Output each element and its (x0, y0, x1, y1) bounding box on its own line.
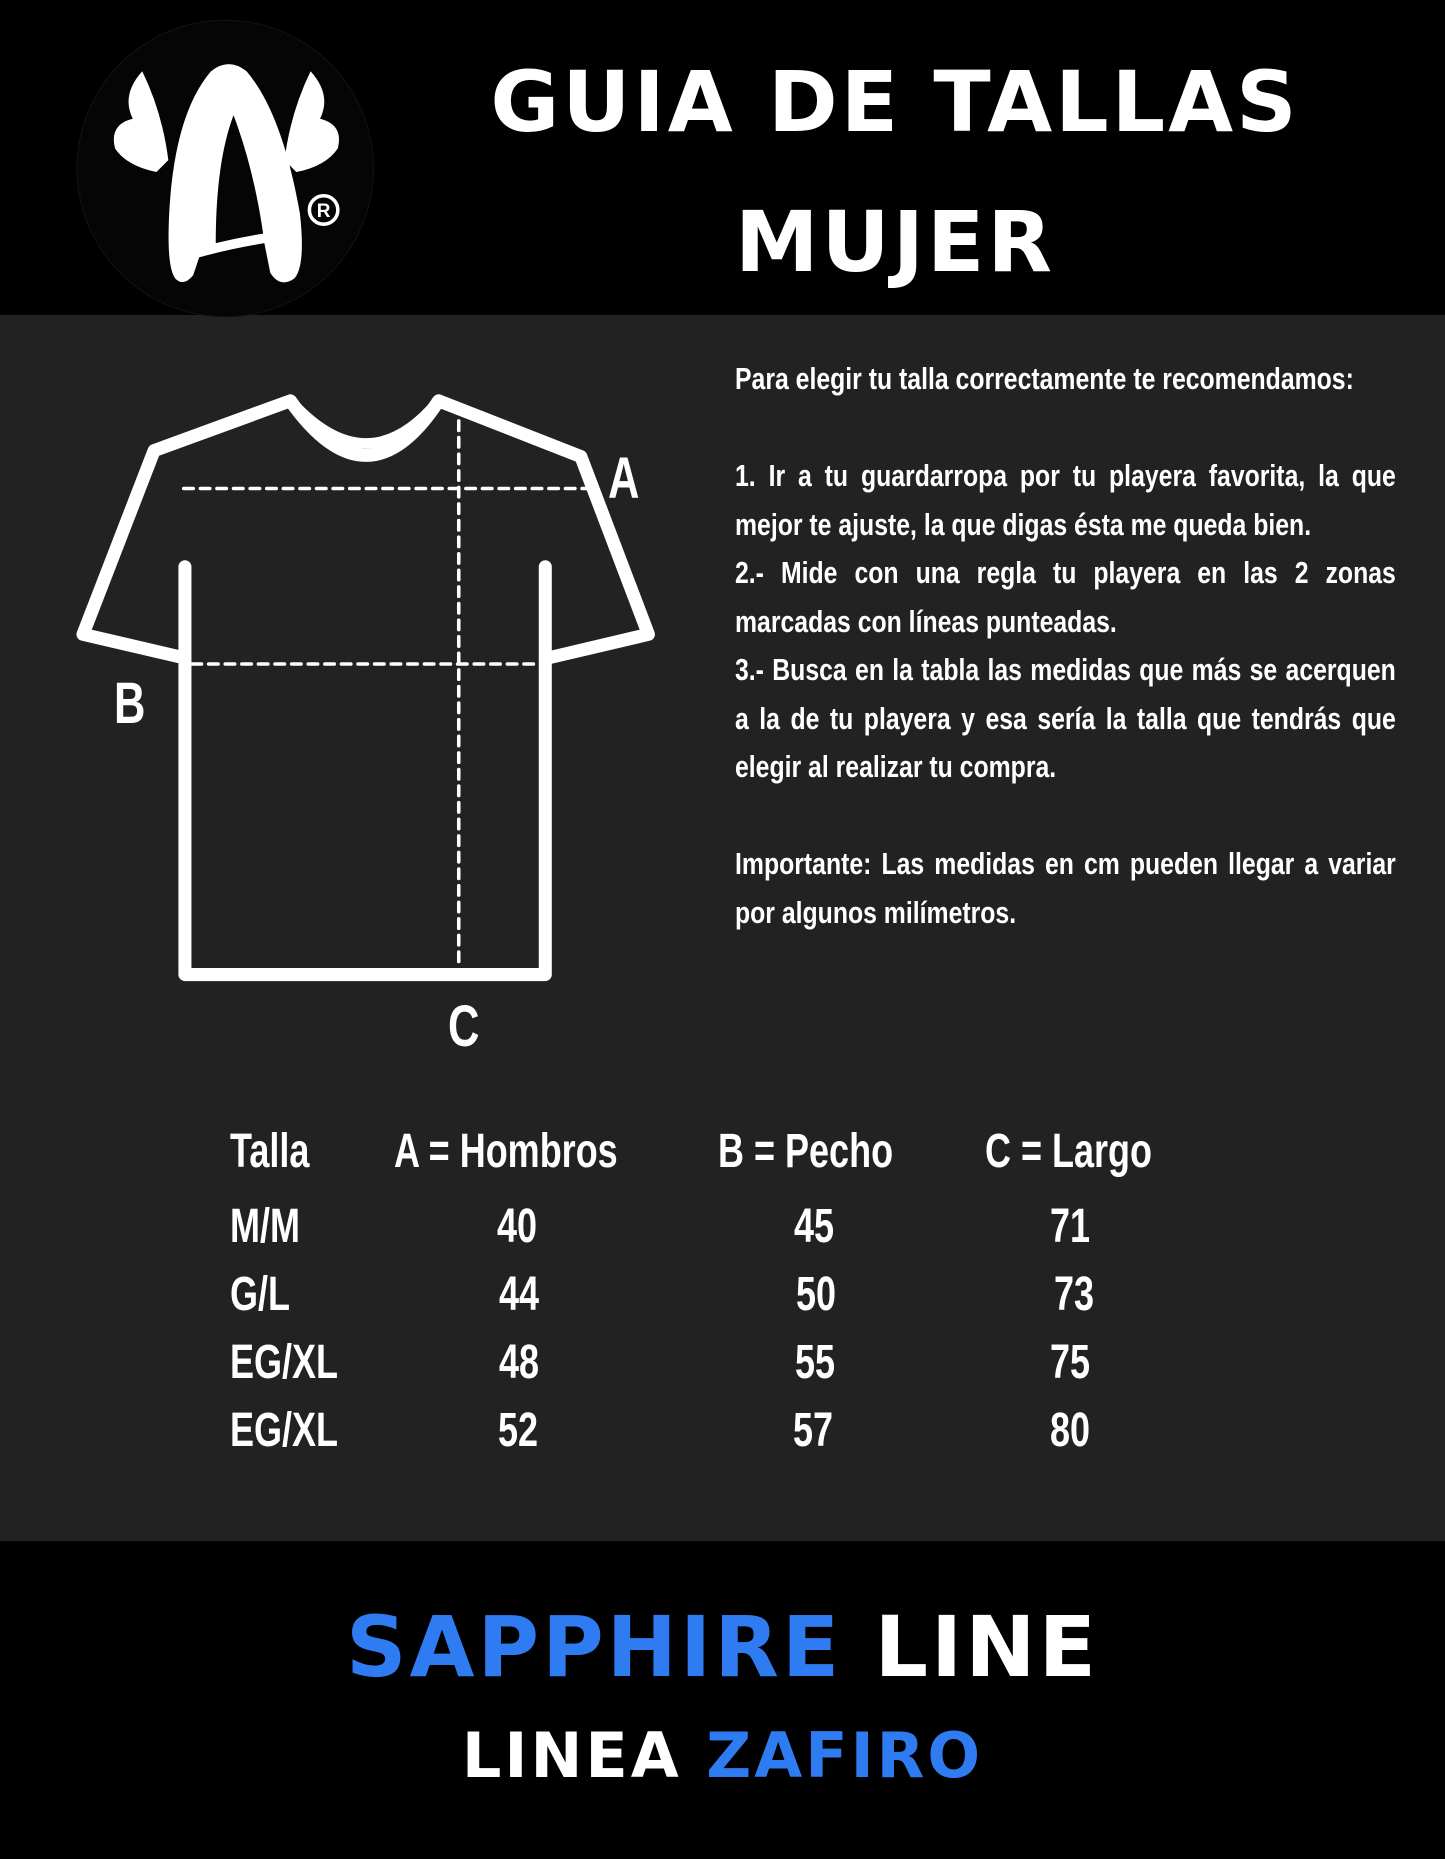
tshirt-diagram (76, 394, 655, 982)
instructions-step-2: 2.- Mide con una regla tu playera en las… (735, 555, 1396, 639)
header-pecho: B = Pecho (718, 1125, 894, 1178)
brand-logo: R (76, 19, 374, 318)
row-largo: 75 (1049, 1336, 1091, 1389)
footer (0, 1541, 1445, 1859)
instructions: Para elegir tu talla correctamente te re… (735, 355, 1396, 937)
linea-word: LINEA (461, 1719, 682, 1792)
instructions-intro: Para elegir tu talla correctamente te re… (735, 361, 1354, 396)
page-title: GUIA DE TALLAS (490, 53, 1300, 151)
row-largo: 71 (1049, 1200, 1091, 1253)
instructions-step-1: 1. Ir a tu guardarropa por tu playera fa… (735, 458, 1396, 542)
row-pecho: 55 (794, 1336, 836, 1389)
row-pecho: 45 (793, 1200, 835, 1253)
row-hombros: 48 (498, 1336, 540, 1389)
leaf-icon (113, 71, 340, 173)
row-size: EG/XL (230, 1404, 339, 1457)
header-largo: C = Largo (985, 1125, 1153, 1178)
line-word: LINE (874, 1598, 1099, 1696)
label-c: C (448, 994, 480, 1059)
row-size: M/M (230, 1200, 300, 1253)
row-pecho: 57 (792, 1404, 834, 1457)
row-hombros: 52 (497, 1404, 539, 1457)
instructions-step-3: 3.- Busca en la tabla las medidas que má… (735, 652, 1396, 784)
header-talla: Talla (230, 1125, 310, 1178)
zafiro-word: ZAFIRO (706, 1719, 984, 1792)
row-hombros: 40 (496, 1200, 538, 1253)
line-name-english: SAPPHIRE LINE (0, 1605, 1445, 1689)
label-a: A (608, 446, 640, 511)
sapphire-word: SAPPHIRE (346, 1598, 843, 1696)
header-hombros: A = Hombros (394, 1125, 618, 1178)
line-name-spanish: LINEA ZAFIRO (0, 1725, 1445, 1787)
letter-a-icon (168, 64, 302, 283)
row-hombros: 44 (498, 1268, 540, 1321)
row-pecho: 50 (795, 1268, 837, 1321)
row-largo: 80 (1049, 1404, 1091, 1457)
page-subtitle: MUJER (734, 193, 1056, 291)
row-size: G/L (230, 1268, 290, 1321)
registered-icon (307, 193, 340, 226)
svg-text:R: R (317, 201, 331, 222)
row-size: EG/XL (230, 1336, 339, 1389)
row-largo: 73 (1053, 1268, 1095, 1321)
label-b: B (114, 671, 146, 736)
content-panel (0, 315, 1445, 1541)
instructions-note: Importante: Las medidas en cm pueden lle… (735, 846, 1396, 930)
